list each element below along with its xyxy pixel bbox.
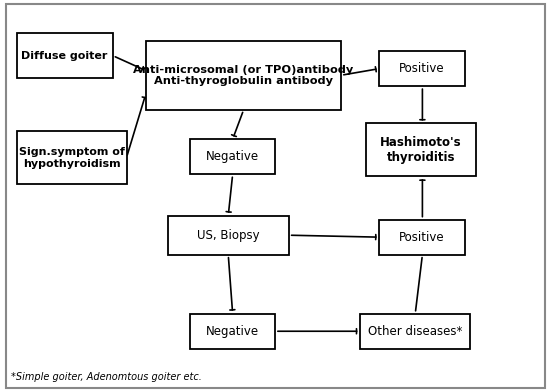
- Text: Other diseases*: Other diseases*: [368, 325, 463, 338]
- FancyBboxPatch shape: [366, 123, 476, 176]
- Text: Positive: Positive: [399, 62, 445, 75]
- Text: Anti-microsomal (or TPO)antibody
Anti-thyroglobulin antibody: Anti-microsomal (or TPO)antibody Anti-th…: [133, 65, 354, 86]
- FancyBboxPatch shape: [146, 41, 341, 110]
- FancyBboxPatch shape: [379, 220, 465, 255]
- Text: Positive: Positive: [399, 230, 445, 244]
- Text: Sign.symptom of
hypothyroidism: Sign.symptom of hypothyroidism: [19, 147, 124, 169]
- Text: Hashimoto's
thyroiditis: Hashimoto's thyroiditis: [380, 136, 461, 164]
- FancyBboxPatch shape: [168, 216, 289, 255]
- FancyBboxPatch shape: [190, 139, 275, 174]
- Text: Diffuse goiter: Diffuse goiter: [21, 51, 108, 61]
- Text: Negative: Negative: [206, 325, 259, 338]
- Text: US, Biopsy: US, Biopsy: [197, 229, 260, 242]
- FancyBboxPatch shape: [16, 33, 113, 78]
- FancyBboxPatch shape: [16, 131, 126, 184]
- FancyBboxPatch shape: [190, 314, 275, 349]
- Text: Negative: Negative: [206, 150, 259, 163]
- Text: *Simple goiter, Adenomtous goiter etc.: *Simple goiter, Adenomtous goiter etc.: [11, 372, 202, 382]
- FancyBboxPatch shape: [379, 51, 465, 86]
- FancyBboxPatch shape: [360, 314, 470, 349]
